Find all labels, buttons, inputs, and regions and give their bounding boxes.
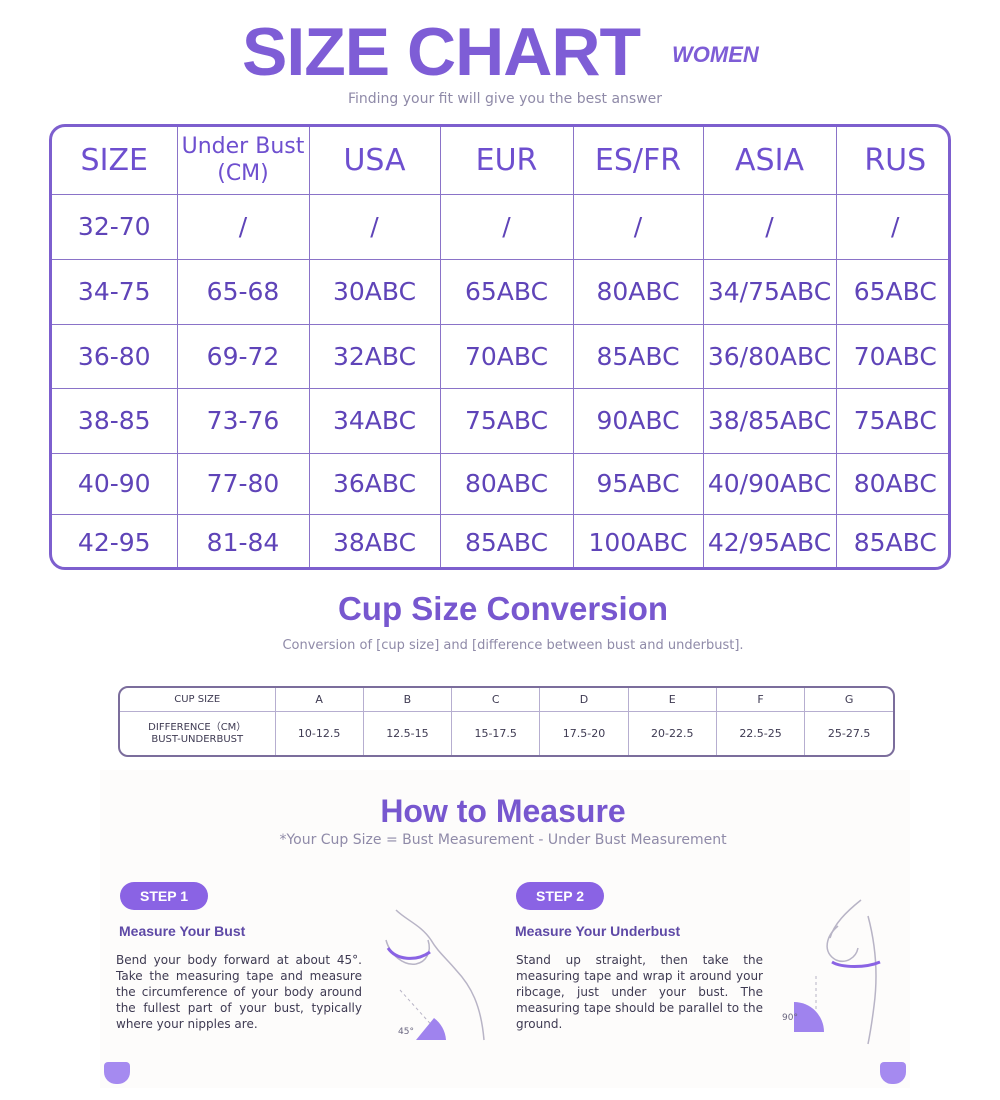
table-cell: 80ABC [439,452,574,515]
step-2-badge: STEP 2 [516,882,604,910]
difference-label-line2: BUST-UNDERBUST [151,733,244,745]
cup-cell: C [451,688,541,713]
table-cell: 80ABC [572,258,704,325]
cup-size-row: CUP SIZE A B C D E F G [120,688,893,713]
column-header: ASIA [702,127,837,195]
table-cell: 75ABC [835,387,948,454]
table-cell: 73-76 [176,387,310,454]
table-cell: 42-95 [52,513,178,567]
table-cell: / [572,193,704,260]
table-cell: 69-72 [176,323,310,389]
table-cell: 81-84 [176,513,310,567]
decorative-dot [880,1062,906,1084]
table-row: 40-90 77-80 36ABC 80ABC 95ABC 40/90ABC 8… [52,452,948,515]
table-cell: 38/85ABC [702,387,837,454]
table-cell: 34-75 [52,258,178,325]
angle-label: 90° [782,1013,798,1023]
table-cell: / [439,193,574,260]
column-header: USA [308,127,441,195]
step-2-instructions: Stand up straight, then take the measuri… [516,953,763,1031]
cup-cell: G [804,688,893,713]
cup-conversion-table: CUP SIZE A B C D E F G DIFFERENCE（CM） BU… [118,686,895,757]
table-cell: 32ABC [308,323,441,389]
cup-conversion-subtitle: Conversion of [cup size] and [difference… [282,638,744,653]
cup-cell: F [715,688,806,713]
table-cell: 90ABC [572,387,704,454]
size-chart-table: SIZE Under Bust (CM) USA EUR ES/FR ASIA … [49,124,951,570]
difference-row: DIFFERENCE（CM） BUST-UNDERBUST 10-12.5 12… [120,711,893,755]
column-header: SIZE [52,127,178,195]
difference-cell: 25-27.5 [804,711,893,755]
table-row: 34-75 65-68 30ABC 65ABC 80ABC 34/75ABC 6… [52,258,948,325]
difference-label: DIFFERENCE（CM） BUST-UNDERBUST [120,711,276,755]
table-cell: 40/90ABC [702,452,837,515]
table-cell: 85ABC [572,323,704,389]
step-1-instructions: Bend your body forward at about 45°. Tak… [116,953,362,1031]
cup-cell: B [362,688,453,713]
step-1-heading: Measure Your Bust [119,923,246,939]
table-row: 42-95 81-84 38ABC 85ABC 100ABC 42/95ABC … [52,513,948,567]
table-cell: 34ABC [308,387,441,454]
cup-size-label: CUP SIZE [120,688,276,713]
table-row: 38-85 73-76 34ABC 75ABC 90ABC 38/85ABC 7… [52,387,948,454]
table-cell: / [835,193,948,260]
table-cell: 70ABC [439,323,574,389]
page-title: SIZE CHART [242,14,641,90]
how-to-measure-title: How to Measure [380,793,626,829]
table-cell: 65ABC [835,258,948,325]
table-cell: 42/95ABC [702,513,837,567]
table-cell: 40-90 [52,452,178,515]
table-cell: 65-68 [176,258,310,325]
table-cell: / [308,193,441,260]
table-row: 36-80 69-72 32ABC 70ABC 85ABC 36/80ABC 7… [52,323,948,389]
difference-label-line1: DIFFERENCE（CM） [148,721,247,733]
table-cell: 77-80 [176,452,310,515]
difference-cell: 17.5-20 [539,711,629,755]
table-row: 32-70 / / / / / / [52,193,948,260]
cup-cell: A [274,688,364,713]
how-to-measure-subtitle: *Your Cup Size = Bust Measurement - Unde… [279,832,727,848]
table-cell: 38ABC [308,513,441,567]
gender-tag: WOMEN [672,42,759,67]
difference-cell: 15-17.5 [451,711,541,755]
step-1-badge: STEP 1 [120,882,208,910]
difference-cell: 22.5-25 [715,711,806,755]
cup-cell: D [539,688,629,713]
difference-cell: 10-12.5 [274,711,364,755]
how-to-measure-panel [100,770,910,1088]
table-cell: 34/75ABC [702,258,837,325]
table-cell: 36-80 [52,323,178,389]
page-subtitle: Finding your fit will give you the best … [347,91,663,107]
table-cell: 100ABC [572,513,704,567]
difference-cell: 12.5-15 [362,711,453,755]
angle-label: 45° [398,1027,414,1037]
column-header: ES/FR [572,127,704,195]
column-header: RUS [835,127,948,195]
table-cell: 65ABC [439,258,574,325]
step-2-heading: Measure Your Underbust [515,923,681,939]
cup-cell: E [627,688,717,713]
table-cell: 85ABC [835,513,948,567]
table-cell: 70ABC [835,323,948,389]
table-cell: 85ABC [439,513,574,567]
table-cell: 36/80ABC [702,323,837,389]
cup-conversion-title: Cup Size Conversion [337,590,669,627]
difference-cell: 20-22.5 [627,711,717,755]
table-cell: 38-85 [52,387,178,454]
table-cell: 95ABC [572,452,704,515]
bust-measure-illustration: 45° [385,909,485,1041]
column-header: Under Bust (CM) [176,127,310,195]
table-cell: 36ABC [308,452,441,515]
table-cell: / [176,193,310,260]
table-cell: 80ABC [835,452,948,515]
size-chart-header-row: SIZE Under Bust (CM) USA EUR ES/FR ASIA … [52,127,948,195]
table-cell: 75ABC [439,387,574,454]
table-cell: / [702,193,837,260]
table-cell: 32-70 [52,193,178,260]
table-cell: 30ABC [308,258,441,325]
underbust-measure-illustration: 90° [782,899,881,1045]
decorative-dot [104,1062,130,1084]
column-header: EUR [439,127,574,195]
